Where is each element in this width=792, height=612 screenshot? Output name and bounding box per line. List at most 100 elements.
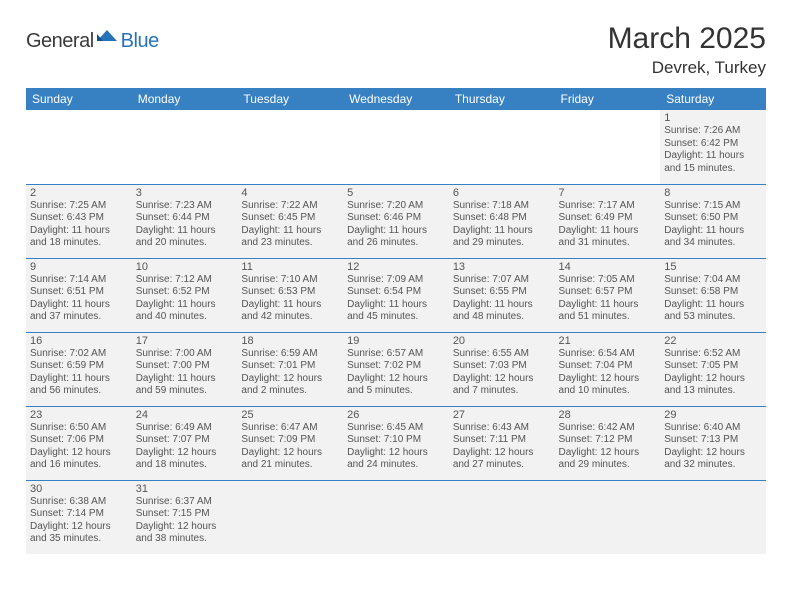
- day-number: 30: [30, 483, 128, 495]
- daylight-text: Daylight: 11 hours and 56 minutes.: [30, 373, 128, 398]
- calendar-body: 1Sunrise: 7:26 AMSunset: 6:42 PMDaylight…: [26, 110, 766, 554]
- daylight-text: Daylight: 11 hours and 37 minutes.: [30, 299, 128, 324]
- sunrise-text: Sunrise: 7:12 AM: [136, 274, 234, 287]
- sunset-text: Sunset: 6:55 PM: [453, 286, 551, 299]
- sunset-text: Sunset: 6:52 PM: [136, 286, 234, 299]
- day-number: 8: [664, 187, 762, 199]
- daylight-text: Daylight: 11 hours and 34 minutes.: [664, 225, 762, 250]
- calendar-cell: 25Sunrise: 6:47 AMSunset: 7:09 PMDayligh…: [237, 406, 343, 480]
- day-info: Sunrise: 7:12 AMSunset: 6:52 PMDaylight:…: [136, 274, 234, 324]
- calendar-row: 9Sunrise: 7:14 AMSunset: 6:51 PMDaylight…: [26, 258, 766, 332]
- daylight-text: Daylight: 11 hours and 18 minutes.: [30, 225, 128, 250]
- calendar-cell: 18Sunrise: 6:59 AMSunset: 7:01 PMDayligh…: [237, 332, 343, 406]
- day-number: 31: [136, 483, 234, 495]
- day-number: 2: [30, 187, 128, 199]
- calendar-cell: 20Sunrise: 6:55 AMSunset: 7:03 PMDayligh…: [449, 332, 555, 406]
- day-info: Sunrise: 7:22 AMSunset: 6:45 PMDaylight:…: [241, 200, 339, 250]
- daylight-text: Daylight: 12 hours and 35 minutes.: [30, 521, 128, 546]
- sunrise-text: Sunrise: 7:10 AM: [241, 274, 339, 287]
- sunrise-text: Sunrise: 7:20 AM: [347, 200, 445, 213]
- daylight-text: Daylight: 12 hours and 7 minutes.: [453, 373, 551, 398]
- sunset-text: Sunset: 6:50 PM: [664, 212, 762, 225]
- weekday-header: Saturday: [660, 88, 766, 110]
- day-number: 27: [453, 409, 551, 421]
- sunrise-text: Sunrise: 7:22 AM: [241, 200, 339, 213]
- day-number: 25: [241, 409, 339, 421]
- daylight-text: Daylight: 11 hours and 40 minutes.: [136, 299, 234, 324]
- day-number: 26: [347, 409, 445, 421]
- day-number: 10: [136, 261, 234, 273]
- day-info: Sunrise: 7:05 AMSunset: 6:57 PMDaylight:…: [559, 274, 657, 324]
- daylight-text: Daylight: 11 hours and 20 minutes.: [136, 225, 234, 250]
- calendar-cell: 21Sunrise: 6:54 AMSunset: 7:04 PMDayligh…: [555, 332, 661, 406]
- calendar-cell: 22Sunrise: 6:52 AMSunset: 7:05 PMDayligh…: [660, 332, 766, 406]
- daylight-text: Daylight: 11 hours and 26 minutes.: [347, 225, 445, 250]
- daylight-text: Daylight: 11 hours and 23 minutes.: [241, 225, 339, 250]
- day-number: 1: [664, 112, 762, 124]
- day-number: 9: [30, 261, 128, 273]
- day-number: 4: [241, 187, 339, 199]
- day-info: Sunrise: 6:59 AMSunset: 7:01 PMDaylight:…: [241, 348, 339, 398]
- day-info: Sunrise: 7:17 AMSunset: 6:49 PMDaylight:…: [559, 200, 657, 250]
- day-info: Sunrise: 6:45 AMSunset: 7:10 PMDaylight:…: [347, 422, 445, 472]
- day-info: Sunrise: 7:07 AMSunset: 6:55 PMDaylight:…: [453, 274, 551, 324]
- day-info: Sunrise: 6:50 AMSunset: 7:06 PMDaylight:…: [30, 422, 128, 472]
- calendar-cell: 17Sunrise: 7:00 AMSunset: 7:00 PMDayligh…: [132, 332, 238, 406]
- sunrise-text: Sunrise: 7:09 AM: [347, 274, 445, 287]
- sunset-text: Sunset: 6:49 PM: [559, 212, 657, 225]
- sunset-text: Sunset: 7:13 PM: [664, 434, 762, 447]
- daylight-text: Daylight: 12 hours and 27 minutes.: [453, 447, 551, 472]
- calendar-cell: 27Sunrise: 6:43 AMSunset: 7:11 PMDayligh…: [449, 406, 555, 480]
- sunrise-text: Sunrise: 7:23 AM: [136, 200, 234, 213]
- sunset-text: Sunset: 7:09 PM: [241, 434, 339, 447]
- calendar-cell: 3Sunrise: 7:23 AMSunset: 6:44 PMDaylight…: [132, 184, 238, 258]
- weekday-header: Friday: [555, 88, 661, 110]
- sunrise-text: Sunrise: 6:47 AM: [241, 422, 339, 435]
- day-info: Sunrise: 6:57 AMSunset: 7:02 PMDaylight:…: [347, 348, 445, 398]
- day-number: 17: [136, 335, 234, 347]
- sunset-text: Sunset: 7:12 PM: [559, 434, 657, 447]
- sunset-text: Sunset: 6:57 PM: [559, 286, 657, 299]
- calendar-cell: 10Sunrise: 7:12 AMSunset: 6:52 PMDayligh…: [132, 258, 238, 332]
- calendar-table: Sunday Monday Tuesday Wednesday Thursday…: [26, 88, 766, 554]
- sunset-text: Sunset: 7:15 PM: [136, 508, 234, 521]
- sunset-text: Sunset: 6:58 PM: [664, 286, 762, 299]
- sunrise-text: Sunrise: 6:54 AM: [559, 348, 657, 361]
- calendar-row: 23Sunrise: 6:50 AMSunset: 7:06 PMDayligh…: [26, 406, 766, 480]
- day-number: 6: [453, 187, 551, 199]
- day-info: Sunrise: 6:38 AMSunset: 7:14 PMDaylight:…: [30, 496, 128, 546]
- day-info: Sunrise: 7:10 AMSunset: 6:53 PMDaylight:…: [241, 274, 339, 324]
- logo-text-general: General: [26, 30, 94, 53]
- sunrise-text: Sunrise: 6:59 AM: [241, 348, 339, 361]
- day-info: Sunrise: 6:54 AMSunset: 7:04 PMDaylight:…: [559, 348, 657, 398]
- day-info: Sunrise: 7:09 AMSunset: 6:54 PMDaylight:…: [347, 274, 445, 324]
- day-info: Sunrise: 6:47 AMSunset: 7:09 PMDaylight:…: [241, 422, 339, 472]
- day-number: 29: [664, 409, 762, 421]
- day-number: 28: [559, 409, 657, 421]
- calendar-cell: [237, 480, 343, 554]
- sunset-text: Sunset: 6:59 PM: [30, 360, 128, 373]
- calendar-row: 2Sunrise: 7:25 AMSunset: 6:43 PMDaylight…: [26, 184, 766, 258]
- day-number: 14: [559, 261, 657, 273]
- sunset-text: Sunset: 6:44 PM: [136, 212, 234, 225]
- sunrise-text: Sunrise: 7:00 AM: [136, 348, 234, 361]
- sunrise-text: Sunrise: 6:52 AM: [664, 348, 762, 361]
- calendar-cell: 15Sunrise: 7:04 AMSunset: 6:58 PMDayligh…: [660, 258, 766, 332]
- daylight-text: Daylight: 11 hours and 42 minutes.: [241, 299, 339, 324]
- calendar-cell: [237, 110, 343, 184]
- day-number: 20: [453, 335, 551, 347]
- sunset-text: Sunset: 6:43 PM: [30, 212, 128, 225]
- day-info: Sunrise: 7:15 AMSunset: 6:50 PMDaylight:…: [664, 200, 762, 250]
- sunrise-text: Sunrise: 6:40 AM: [664, 422, 762, 435]
- calendar-cell: [449, 110, 555, 184]
- calendar-cell: [132, 110, 238, 184]
- day-number: 16: [30, 335, 128, 347]
- daylight-text: Daylight: 11 hours and 48 minutes.: [453, 299, 551, 324]
- day-info: Sunrise: 7:20 AMSunset: 6:46 PMDaylight:…: [347, 200, 445, 250]
- sunset-text: Sunset: 7:07 PM: [136, 434, 234, 447]
- day-info: Sunrise: 7:25 AMSunset: 6:43 PMDaylight:…: [30, 200, 128, 250]
- calendar-cell: 12Sunrise: 7:09 AMSunset: 6:54 PMDayligh…: [343, 258, 449, 332]
- day-info: Sunrise: 6:52 AMSunset: 7:05 PMDaylight:…: [664, 348, 762, 398]
- sunrise-text: Sunrise: 6:57 AM: [347, 348, 445, 361]
- sunrise-text: Sunrise: 7:18 AM: [453, 200, 551, 213]
